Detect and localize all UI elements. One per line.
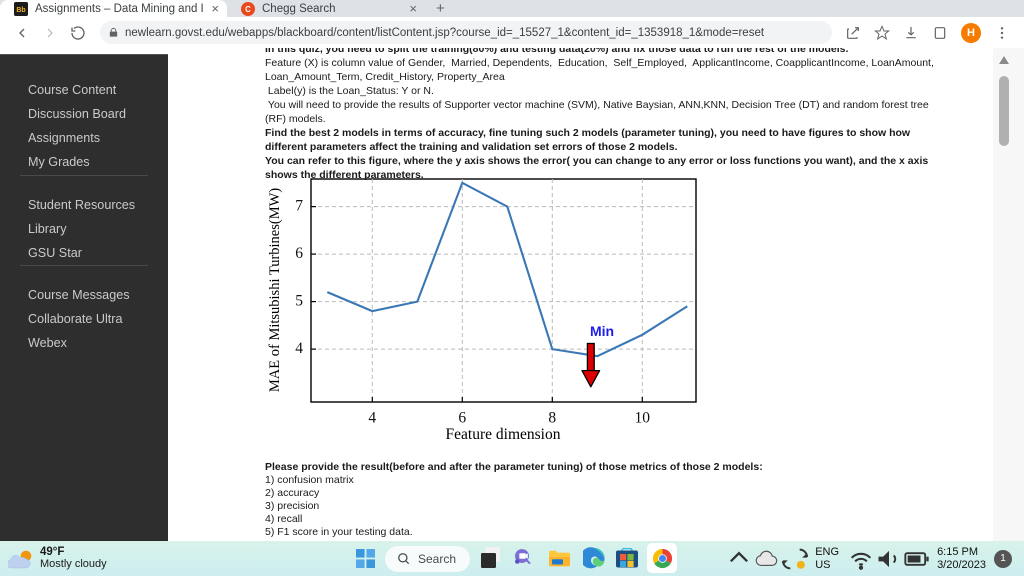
svg-text:MAE of Mitsubishi Turbines(MW): MAE of Mitsubishi Turbines(MW) [267, 188, 283, 392]
svg-text:C: C [245, 5, 251, 14]
svg-text:4: 4 [295, 340, 303, 357]
svg-text:Feature dimension: Feature dimension [446, 426, 561, 443]
svg-text:4: 4 [368, 410, 376, 427]
svg-text:7: 7 [295, 198, 303, 215]
svg-text:6: 6 [295, 245, 303, 262]
svg-text:Min: Min [590, 323, 614, 339]
svg-text:8: 8 [548, 410, 556, 427]
svg-text:5: 5 [295, 293, 303, 310]
svg-text:Bb: Bb [16, 7, 25, 14]
svg-text:10: 10 [635, 410, 651, 427]
svg-text:6: 6 [458, 410, 466, 427]
